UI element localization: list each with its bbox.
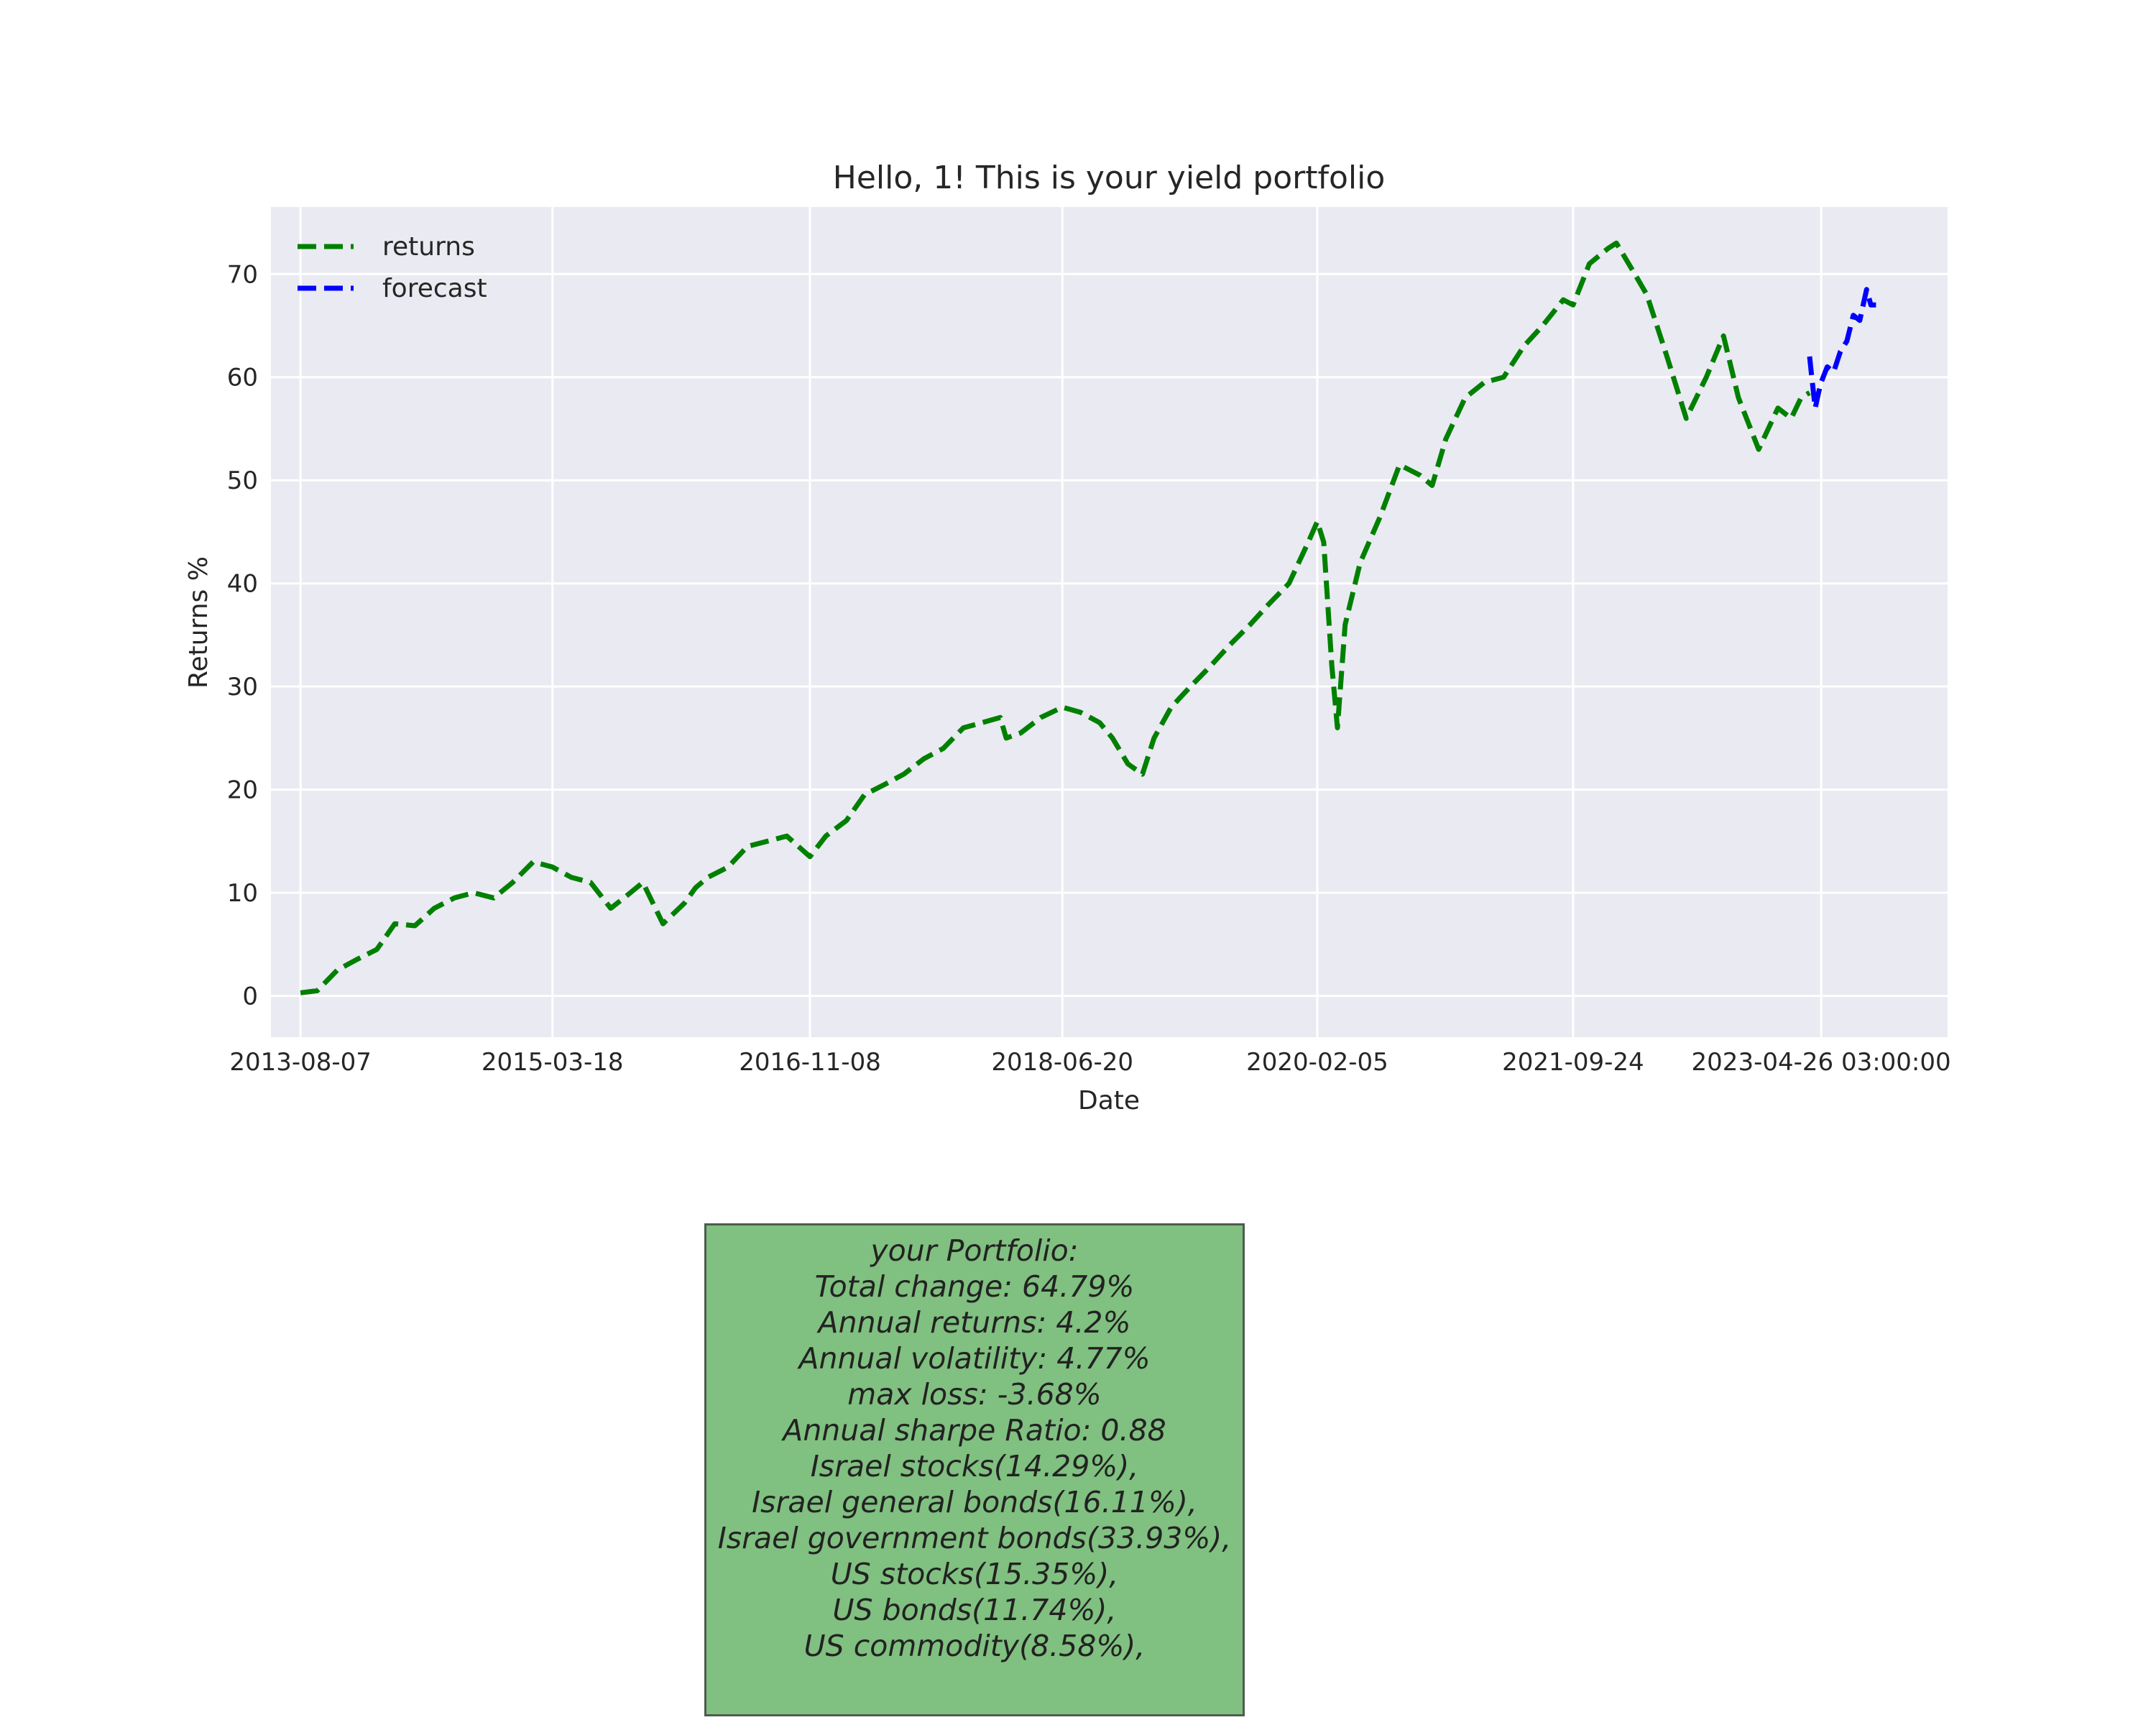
- y-tick-labels: 0 10 20 30 40 50 60 70: [227, 260, 258, 1011]
- summary-total-change: Total change: 64.79%: [814, 1269, 1135, 1304]
- x-tick-label: 2020-02-05: [1246, 1048, 1388, 1077]
- y-gridlines: [271, 272, 1948, 998]
- legend-returns-label: returns: [382, 232, 475, 262]
- x-tick-label: 2015-03-18: [482, 1048, 624, 1077]
- y-tick-label: 50: [227, 466, 258, 495]
- y-tick-label: 10: [227, 879, 258, 908]
- summary-title: your Portfolio:: [870, 1233, 1079, 1268]
- x-tick-labels: 2013-08-07 2015-03-18 2016-11-08 2018-06-20…: [229, 1048, 1950, 1077]
- series-layer: [300, 240, 1876, 995]
- summary-annual-returns: Annual returns: 4.2%: [818, 1305, 1131, 1340]
- summary-annual-volatility: Annual volatility: 4.77%: [798, 1341, 1151, 1376]
- x-tick-label: 2018-06-20: [991, 1048, 1133, 1077]
- y-tick-label: 70: [227, 260, 258, 289]
- summary-israel-stocks: Israel stocks(14.29%),: [810, 1449, 1139, 1484]
- x-tick-label: 2021-09-24: [1502, 1048, 1644, 1077]
- plot-area: [271, 207, 1948, 1037]
- summary-max-loss: max loss: -3.68%: [847, 1377, 1102, 1412]
- x-gridlines: [299, 207, 1823, 1037]
- series-line-forecast: [1807, 287, 1876, 411]
- summary-us-stocks: US stocks(15.35%),: [830, 1557, 1119, 1591]
- portfolio-summary-box: your Portfolio: Total change: 64.79% Ann…: [704, 1223, 1245, 1716]
- y-tick-label: 60: [227, 364, 258, 392]
- summary-us-bonds: US bonds(11.74%),: [832, 1593, 1117, 1627]
- y-axis-label: Returns %: [184, 556, 213, 689]
- y-tick-label: 20: [227, 776, 258, 805]
- summary-israel-government-bonds: Israel government bonds(33.93%),: [717, 1521, 1232, 1555]
- y-tick-label: 40: [227, 570, 258, 599]
- summary-israel-general-bonds: Israel general bonds(16.11%),: [752, 1485, 1197, 1519]
- legend: returns forecast: [298, 232, 487, 303]
- y-tick-label: 0: [242, 983, 258, 1011]
- legend-forecast-label: forecast: [382, 274, 487, 303]
- y-tick-label: 30: [227, 673, 258, 702]
- summary-us-commodity: US commodity(8.58%),: [803, 1629, 1146, 1663]
- series-line-returns: [300, 240, 1811, 995]
- x-tick-label: 2016-11-08: [739, 1048, 881, 1077]
- x-tick-label: 2013-08-07: [229, 1048, 372, 1077]
- x-tick-label: 2023-04-26 03:00:00: [1692, 1048, 1951, 1077]
- chart-title: Hello, 1! This is your yield portfolio: [833, 160, 1386, 196]
- summary-sharpe-ratio: Annual sharpe Ratio: 0.88: [783, 1413, 1166, 1448]
- x-axis-label: Date: [1078, 1086, 1140, 1116]
